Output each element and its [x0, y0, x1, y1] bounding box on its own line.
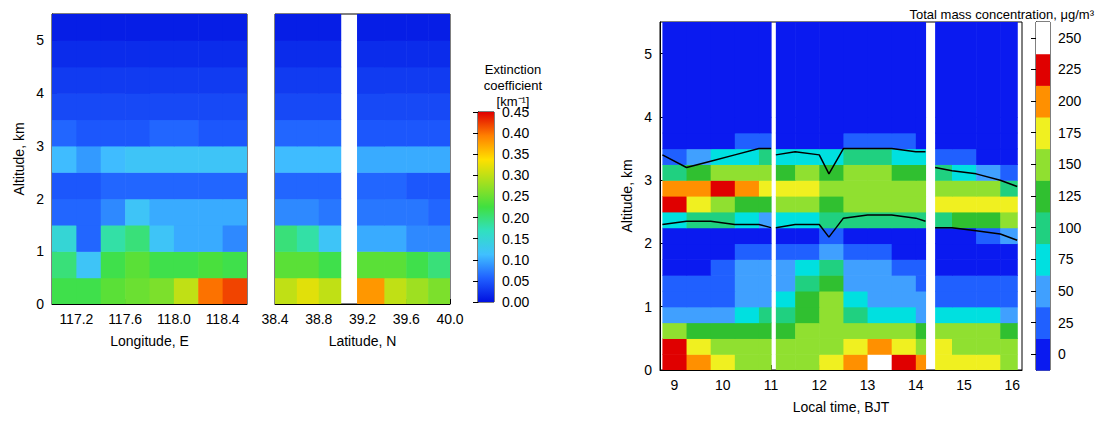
svg-text:0: 0 — [644, 362, 652, 378]
svg-text:4: 4 — [644, 109, 652, 125]
svg-text:11: 11 — [764, 377, 779, 393]
svg-text:5: 5 — [36, 32, 44, 48]
svg-text:150: 150 — [1058, 156, 1082, 172]
svg-text:0: 0 — [1058, 346, 1066, 362]
svg-text:38.8: 38.8 — [305, 311, 332, 327]
svg-text:75: 75 — [1058, 251, 1074, 267]
svg-text:39.2: 39.2 — [349, 311, 376, 327]
svg-text:Altitude, km: Altitude, km — [11, 122, 27, 195]
svg-text:117.2: 117.2 — [59, 311, 93, 327]
svg-text:0.45: 0.45 — [502, 104, 530, 120]
svg-text:12: 12 — [811, 377, 827, 393]
svg-text:9: 9 — [671, 377, 679, 393]
svg-text:0.30: 0.30 — [502, 167, 529, 183]
svg-text:2: 2 — [644, 235, 652, 251]
svg-text:118.0: 118.0 — [157, 311, 191, 327]
svg-text:0.40: 0.40 — [502, 125, 529, 141]
svg-text:[km⁻¹]: [km⁻¹] — [497, 94, 530, 109]
svg-text:0: 0 — [36, 296, 44, 312]
svg-text:Extinction: Extinction — [485, 62, 541, 77]
svg-text:225: 225 — [1058, 61, 1082, 77]
svg-text:2: 2 — [36, 191, 44, 207]
svg-text:coefficient: coefficient — [484, 78, 543, 93]
svg-text:0.25: 0.25 — [502, 188, 529, 204]
svg-text:40.0: 40.0 — [436, 311, 463, 327]
svg-text:39.6: 39.6 — [393, 311, 420, 327]
svg-text:Latitude, N: Latitude, N — [329, 333, 397, 349]
svg-text:200: 200 — [1058, 93, 1082, 109]
svg-text:15: 15 — [956, 377, 972, 393]
svg-text:25: 25 — [1058, 315, 1074, 331]
svg-text:Altitude, km: Altitude, km — [619, 159, 635, 232]
svg-text:3: 3 — [36, 138, 44, 154]
svg-text:0.10: 0.10 — [502, 252, 529, 268]
svg-text:50: 50 — [1058, 283, 1074, 299]
svg-text:Longitude, E: Longitude, E — [110, 333, 189, 349]
svg-text:100: 100 — [1058, 220, 1082, 236]
svg-text:16: 16 — [1005, 377, 1021, 393]
svg-text:125: 125 — [1058, 188, 1082, 204]
svg-text:1: 1 — [36, 243, 44, 259]
svg-text:10: 10 — [715, 377, 731, 393]
svg-text:175: 175 — [1058, 125, 1082, 141]
svg-text:1: 1 — [644, 299, 652, 315]
svg-text:14: 14 — [908, 377, 924, 393]
svg-text:0.00: 0.00 — [502, 294, 529, 310]
svg-text:0.15: 0.15 — [502, 231, 529, 247]
svg-text:5: 5 — [644, 46, 652, 62]
svg-text:38.4: 38.4 — [261, 311, 288, 327]
svg-text:Local time, BJT: Local time, BJT — [793, 399, 890, 415]
svg-text:0.05: 0.05 — [502, 273, 529, 289]
svg-text:0.35: 0.35 — [502, 146, 529, 162]
svg-text:250: 250 — [1058, 30, 1082, 46]
svg-text:3: 3 — [644, 172, 652, 188]
svg-text:4: 4 — [36, 85, 44, 101]
svg-text:0.20: 0.20 — [502, 210, 529, 226]
svg-text:118.4: 118.4 — [206, 311, 240, 327]
svg-text:117.6: 117.6 — [108, 311, 142, 327]
svg-text:Total mass concentration, μg/m: Total mass concentration, μg/m³ — [909, 7, 1094, 22]
svg-text:13: 13 — [860, 377, 876, 393]
